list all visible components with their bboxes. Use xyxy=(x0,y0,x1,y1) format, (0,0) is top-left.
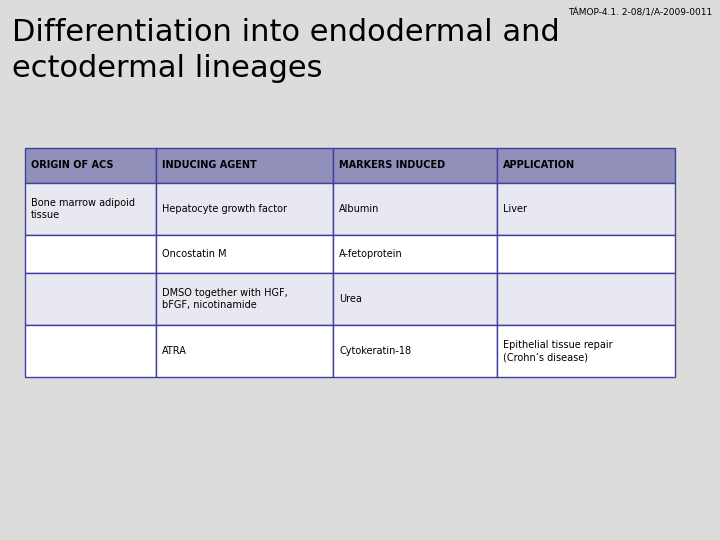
Bar xyxy=(25,273,156,325)
Bar xyxy=(25,148,156,183)
Text: Oncostatin M: Oncostatin M xyxy=(162,249,226,259)
Bar xyxy=(498,325,675,377)
Text: TÁMOP-4.1. 2-08/1/A-2009-0011: TÁMOP-4.1. 2-08/1/A-2009-0011 xyxy=(568,8,712,17)
Text: Liver: Liver xyxy=(503,204,527,214)
Bar xyxy=(25,325,156,377)
Bar xyxy=(333,183,498,235)
Bar xyxy=(156,273,333,325)
Text: DMSO together with HGF,
bFGF, nicotinamide: DMSO together with HGF, bFGF, nicotinami… xyxy=(162,288,287,310)
Bar xyxy=(25,235,156,273)
Bar xyxy=(333,148,498,183)
Bar xyxy=(25,183,156,235)
Bar xyxy=(156,148,333,183)
Text: Albumin: Albumin xyxy=(339,204,379,214)
Bar xyxy=(498,183,675,235)
Bar xyxy=(156,325,333,377)
Text: ATRA: ATRA xyxy=(162,346,186,356)
Bar xyxy=(333,325,498,377)
Bar xyxy=(156,235,333,273)
Text: MARKERS INDUCED: MARKERS INDUCED xyxy=(339,160,446,171)
Bar xyxy=(498,273,675,325)
Text: Hepatocyte growth factor: Hepatocyte growth factor xyxy=(162,204,287,214)
Bar xyxy=(333,273,498,325)
Text: ORIGIN OF ACS: ORIGIN OF ACS xyxy=(31,160,114,171)
Bar xyxy=(498,148,675,183)
Bar xyxy=(156,183,333,235)
Text: Urea: Urea xyxy=(339,294,362,304)
Text: Cytokeratin-18: Cytokeratin-18 xyxy=(339,346,411,356)
Text: APPLICATION: APPLICATION xyxy=(503,160,575,171)
Text: A-fetoprotein: A-fetoprotein xyxy=(339,249,403,259)
Text: INDUCING AGENT: INDUCING AGENT xyxy=(162,160,256,171)
Bar xyxy=(498,235,675,273)
Bar xyxy=(333,235,498,273)
Text: Epithelial tissue repair
(Crohn’s disease): Epithelial tissue repair (Crohn’s diseas… xyxy=(503,340,613,362)
Text: Differentiation into endodermal and
ectodermal lineages: Differentiation into endodermal and ecto… xyxy=(12,18,559,83)
Text: Bone marrow adipoid
tissue: Bone marrow adipoid tissue xyxy=(31,198,135,220)
